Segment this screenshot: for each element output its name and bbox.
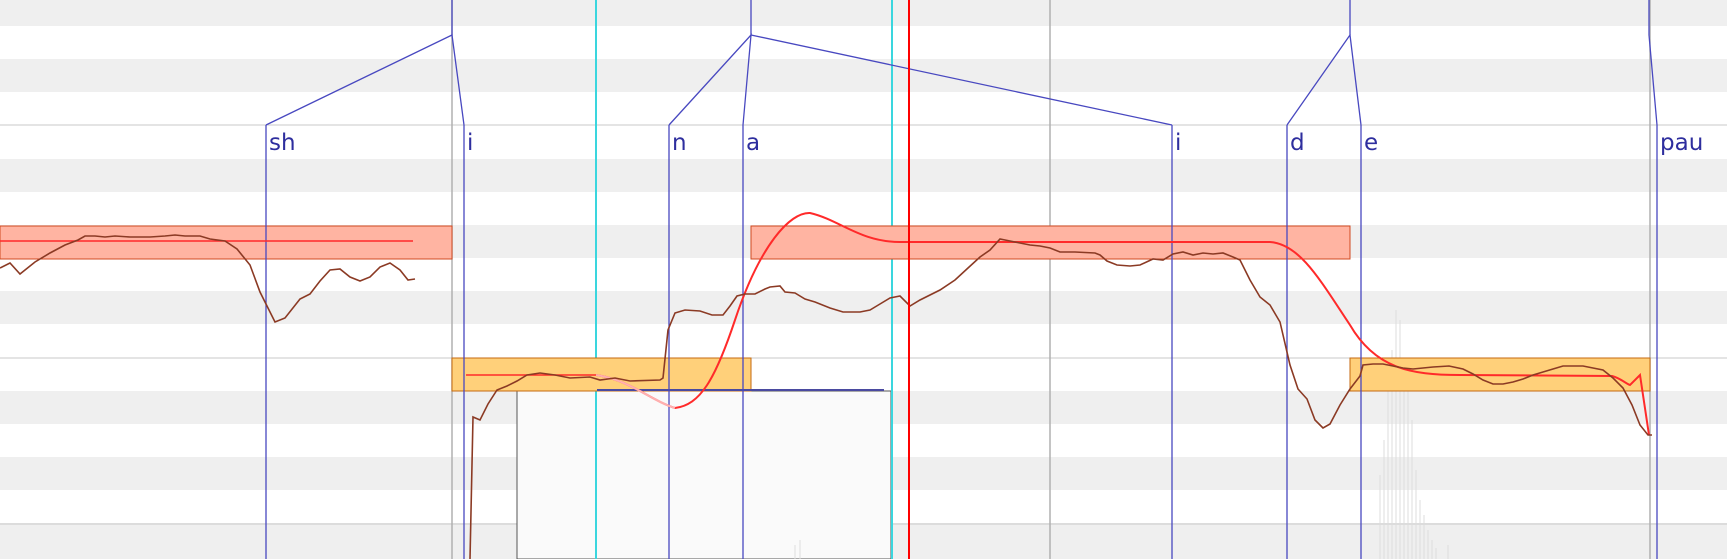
phoneme-labels: sh i n a i d e pau <box>269 130 1703 156</box>
waveform-area <box>516 310 1449 559</box>
detected-pitch-curve <box>0 234 416 324</box>
phoneme-label[interactable]: i <box>1175 130 1181 156</box>
detected-pitch-curve <box>469 238 1652 559</box>
phoneme-label[interactable]: d <box>1290 130 1305 156</box>
phoneme-connector <box>750 34 1173 126</box>
phoneme-connector <box>1286 33 1362 126</box>
rendered-pitch-curve <box>595 211 1650 436</box>
rendered-pitch-fade <box>595 374 676 409</box>
phoneme-label[interactable]: i <box>467 130 473 156</box>
grid-row <box>0 159 1727 192</box>
beat-lines <box>451 0 1651 559</box>
phoneme-label[interactable]: n <box>672 130 687 156</box>
phoneme-connector <box>265 34 465 126</box>
phoneme-label[interactable]: pau <box>1660 130 1703 156</box>
grid-row <box>0 0 1727 26</box>
phoneme-label[interactable]: e <box>1364 130 1378 156</box>
phoneme-label[interactable]: a <box>746 130 760 156</box>
phoneme-label[interactable]: sh <box>269 130 296 156</box>
phoneme-connector <box>1648 34 1658 126</box>
grid-row <box>0 59 1727 92</box>
waveform-box <box>516 390 892 559</box>
grid-row <box>0 291 1727 324</box>
spectrum-bars <box>794 310 1449 559</box>
